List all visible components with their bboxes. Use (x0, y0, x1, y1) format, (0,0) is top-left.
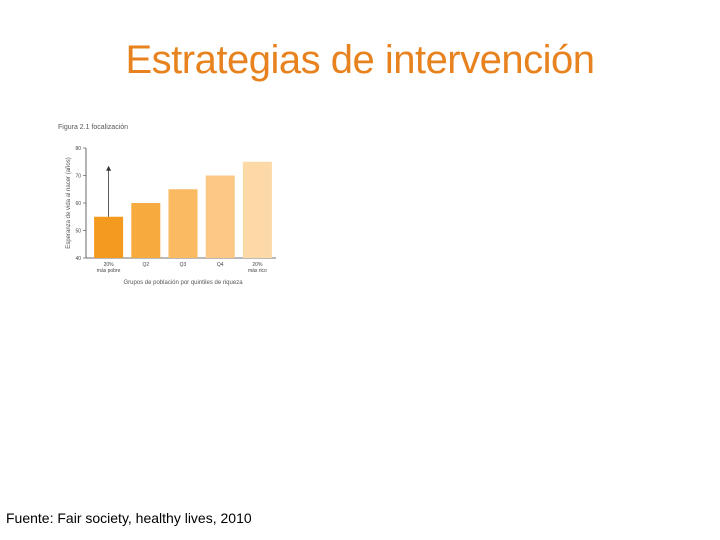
x-tick-label: más rico (248, 268, 267, 274)
x-tick-label: 20% (252, 262, 263, 268)
chart-figure: Figura 2.1 focalización 40 50 60 70 80 Espera… (48, 118, 288, 298)
x-tick-label: 20% (104, 262, 115, 268)
y-tick-label: 40 (75, 256, 81, 262)
x-tick-label: Q2 (142, 262, 149, 268)
x-tick-label: más pobre (97, 268, 121, 274)
bar (242, 161, 272, 258)
y-tick-label: 70 (75, 174, 81, 180)
bar (131, 203, 161, 258)
source-note: Fuente: Fair society, healthy lives, 201… (6, 510, 252, 526)
y-tick-label: 60 (75, 201, 81, 207)
bar (205, 175, 235, 258)
x-tick-label: Q4 (217, 262, 224, 268)
bar (168, 189, 198, 258)
x-tick-label: Q3 (180, 262, 187, 268)
bar (94, 216, 124, 258)
annotation-arrow-head (106, 165, 112, 171)
x-axis-label: Grupos de población por quintiles de riq… (123, 280, 243, 286)
figure-caption: Figura 2.1 focalización (58, 124, 129, 131)
y-axis-label: Esperanza de vida al nacer (años) (66, 157, 72, 248)
y-tick-label: 50 (75, 229, 81, 235)
y-tick-label: 80 (75, 146, 81, 152)
slide-title: Estrategias de intervención (125, 38, 596, 82)
